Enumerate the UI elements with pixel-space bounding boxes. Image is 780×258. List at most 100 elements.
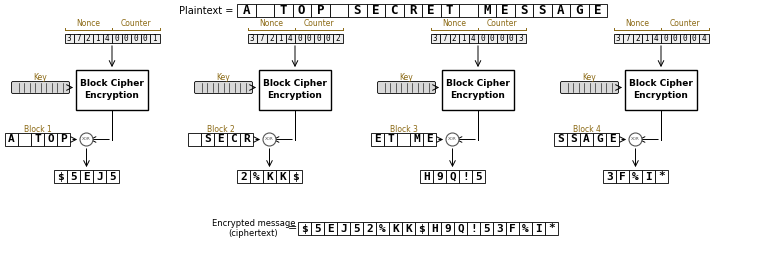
Bar bbox=[304, 34, 314, 43]
Bar bbox=[477, 4, 496, 17]
Text: E: E bbox=[427, 4, 435, 17]
Text: R: R bbox=[409, 4, 417, 17]
Bar bbox=[497, 34, 506, 43]
Bar bbox=[570, 4, 588, 17]
Text: %: % bbox=[379, 223, 386, 233]
Text: S: S bbox=[353, 4, 361, 17]
Text: 0: 0 bbox=[692, 34, 697, 43]
Bar bbox=[614, 34, 623, 43]
FancyBboxPatch shape bbox=[12, 82, 69, 93]
Bar bbox=[633, 34, 642, 43]
Bar bbox=[367, 4, 385, 17]
Bar bbox=[403, 4, 422, 17]
Bar bbox=[274, 4, 292, 17]
FancyBboxPatch shape bbox=[378, 82, 435, 93]
Bar bbox=[603, 170, 616, 183]
Text: 7: 7 bbox=[76, 34, 81, 43]
Text: E: E bbox=[502, 4, 509, 17]
Bar bbox=[122, 34, 131, 43]
Bar bbox=[469, 34, 478, 43]
Text: 0: 0 bbox=[673, 34, 678, 43]
Bar bbox=[337, 222, 350, 235]
Bar bbox=[580, 133, 593, 146]
Text: Key: Key bbox=[217, 74, 230, 83]
Text: Key: Key bbox=[399, 74, 413, 83]
Text: 4: 4 bbox=[701, 34, 706, 43]
Bar bbox=[57, 133, 70, 146]
Text: 0: 0 bbox=[499, 34, 504, 43]
Bar bbox=[655, 170, 668, 183]
Text: P: P bbox=[317, 4, 324, 17]
Text: 0: 0 bbox=[115, 34, 119, 43]
Text: Nonce: Nonce bbox=[76, 20, 101, 28]
Bar bbox=[289, 170, 302, 183]
Text: T: T bbox=[34, 134, 41, 144]
Text: $: $ bbox=[418, 223, 425, 233]
Text: I: I bbox=[645, 172, 652, 181]
Text: G: G bbox=[576, 4, 583, 17]
Text: 2: 2 bbox=[335, 34, 340, 43]
Text: 0: 0 bbox=[509, 34, 513, 43]
Text: E: E bbox=[426, 134, 433, 144]
Text: E: E bbox=[374, 134, 381, 144]
Text: T: T bbox=[387, 134, 394, 144]
Text: C: C bbox=[230, 134, 237, 144]
Bar bbox=[516, 34, 526, 43]
Bar bbox=[67, 170, 80, 183]
Text: Block Cipher: Block Cipher bbox=[629, 79, 693, 88]
Text: 5: 5 bbox=[109, 172, 116, 181]
Bar bbox=[420, 170, 433, 183]
Text: Counter: Counter bbox=[487, 20, 517, 28]
Text: Encryption: Encryption bbox=[633, 92, 689, 101]
Text: A: A bbox=[557, 4, 565, 17]
Bar bbox=[642, 34, 651, 43]
Text: 0: 0 bbox=[664, 34, 668, 43]
Bar bbox=[459, 4, 477, 17]
Text: XOR: XOR bbox=[82, 138, 91, 141]
Text: 2: 2 bbox=[240, 172, 247, 181]
Text: R: R bbox=[243, 134, 250, 144]
Bar bbox=[454, 222, 467, 235]
Text: !: ! bbox=[470, 223, 477, 233]
Bar bbox=[472, 170, 485, 183]
Text: Block 4: Block 4 bbox=[573, 125, 601, 133]
Text: *: * bbox=[658, 172, 665, 181]
Text: 1: 1 bbox=[152, 34, 157, 43]
Bar bbox=[311, 4, 329, 17]
Bar bbox=[415, 222, 428, 235]
Bar bbox=[324, 34, 333, 43]
Text: K: K bbox=[279, 172, 286, 181]
Text: 3: 3 bbox=[616, 34, 621, 43]
Bar bbox=[625, 70, 697, 110]
Text: E: E bbox=[594, 4, 601, 17]
Bar bbox=[329, 4, 348, 17]
Bar bbox=[106, 170, 119, 183]
Text: 1: 1 bbox=[644, 34, 649, 43]
Bar bbox=[551, 4, 570, 17]
Bar bbox=[441, 222, 454, 235]
Bar bbox=[240, 133, 253, 146]
Text: %: % bbox=[632, 172, 639, 181]
Text: 0: 0 bbox=[480, 34, 485, 43]
Text: 3: 3 bbox=[519, 34, 523, 43]
Bar bbox=[593, 133, 606, 146]
Text: 5: 5 bbox=[70, 172, 77, 181]
Text: E: E bbox=[83, 172, 90, 181]
Text: $: $ bbox=[301, 223, 308, 233]
Circle shape bbox=[629, 133, 642, 146]
FancyBboxPatch shape bbox=[561, 82, 619, 93]
Text: Counter: Counter bbox=[303, 20, 334, 28]
Text: 5: 5 bbox=[314, 223, 321, 233]
Text: Plaintext =: Plaintext = bbox=[179, 5, 233, 15]
Text: E: E bbox=[609, 134, 616, 144]
Text: F: F bbox=[509, 223, 516, 233]
Text: 9: 9 bbox=[436, 172, 443, 181]
Bar bbox=[459, 34, 469, 43]
Text: *: * bbox=[548, 223, 555, 233]
Text: Block Cipher: Block Cipher bbox=[263, 79, 327, 88]
Bar bbox=[371, 133, 384, 146]
Bar bbox=[54, 170, 67, 183]
Bar bbox=[506, 34, 516, 43]
Bar bbox=[441, 4, 459, 17]
Bar bbox=[397, 133, 410, 146]
